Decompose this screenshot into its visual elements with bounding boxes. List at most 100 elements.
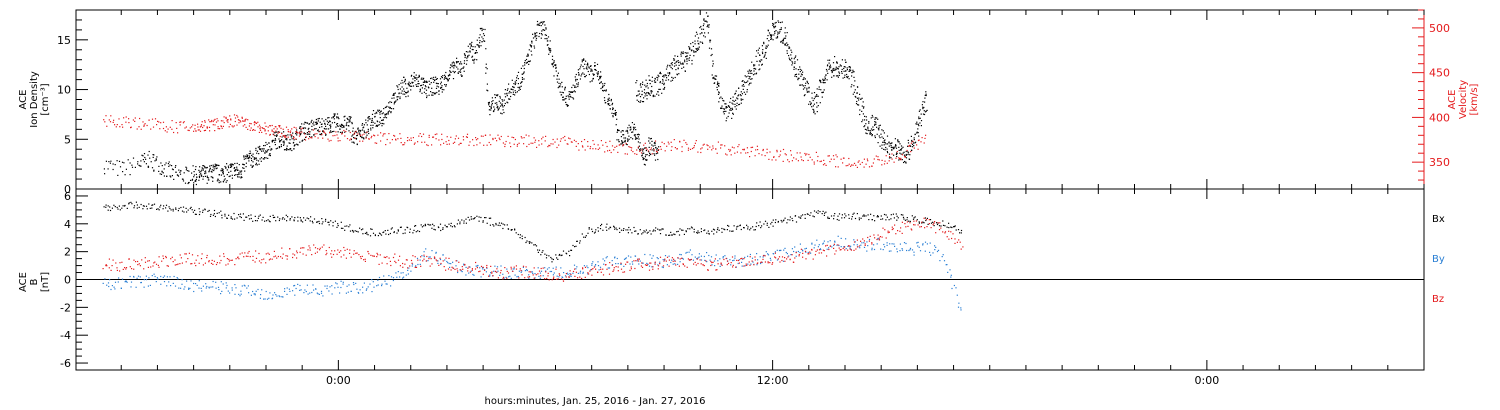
density-point	[856, 97, 859, 99]
density-point	[283, 149, 286, 151]
bz-point	[234, 264, 236, 266]
bx-point	[834, 213, 836, 215]
density-point	[235, 174, 237, 176]
velocity-point	[248, 125, 250, 127]
density-point	[463, 60, 466, 62]
bx-point	[521, 238, 523, 240]
density-point	[423, 81, 425, 83]
bz-point	[197, 255, 199, 257]
density-point	[428, 87, 430, 89]
density-point	[533, 47, 536, 49]
density-point	[348, 116, 350, 118]
bx-point	[830, 215, 833, 217]
density-point	[456, 57, 458, 59]
density-tick-label: 15	[57, 34, 71, 47]
density-point	[291, 138, 293, 140]
by-point	[805, 247, 807, 249]
density-point	[602, 86, 604, 88]
bx-point	[291, 216, 293, 218]
velocity-point	[209, 130, 211, 132]
density-point	[398, 92, 400, 94]
density-point	[641, 154, 643, 156]
bz-point	[155, 263, 158, 265]
bx-point	[877, 215, 879, 217]
velocity-point	[658, 149, 660, 151]
density-point	[636, 95, 638, 97]
bz-point	[271, 258, 273, 260]
density-point	[430, 91, 432, 93]
bx-point	[902, 216, 905, 218]
density-point	[652, 94, 655, 96]
density-point	[637, 141, 639, 143]
density-point	[806, 80, 808, 82]
density-point	[684, 61, 686, 63]
bz-point	[195, 259, 197, 261]
bz-point	[165, 255, 167, 258]
density-point	[429, 83, 431, 85]
velocity-point	[525, 134, 527, 136]
density-point	[409, 82, 411, 85]
velocity-point	[322, 130, 325, 132]
velocity-point	[629, 146, 631, 148]
velocity-point	[746, 147, 748, 149]
density-point	[453, 64, 456, 66]
velocity-point	[516, 143, 519, 146]
velocity-point	[350, 138, 352, 140]
by-point	[597, 261, 599, 263]
velocity-point	[651, 153, 653, 155]
density-point	[911, 140, 913, 143]
density-point	[886, 150, 888, 153]
density-point	[728, 112, 730, 114]
by-point	[425, 248, 427, 250]
velocity-point	[516, 145, 518, 147]
density-point	[218, 164, 220, 167]
by-point	[497, 270, 499, 272]
velocity-point	[217, 128, 219, 130]
density-point	[535, 39, 537, 41]
velocity-point	[498, 137, 500, 139]
density-point	[736, 102, 738, 104]
bx-point	[918, 221, 920, 223]
density-point	[313, 124, 315, 126]
by-point	[102, 282, 104, 284]
density-point	[807, 83, 809, 85]
velocity-point	[263, 128, 265, 130]
by-point	[905, 242, 907, 245]
density-point	[656, 149, 658, 151]
bx-point	[546, 254, 548, 256]
density-point	[464, 54, 466, 56]
velocity-point	[144, 123, 146, 125]
density-point	[580, 75, 582, 77]
density-point	[405, 92, 407, 94]
by-point	[117, 281, 119, 283]
density-point	[377, 110, 379, 112]
density-point	[574, 86, 576, 88]
density-point	[357, 127, 359, 129]
density-point	[372, 110, 375, 112]
velocity-point	[204, 120, 206, 122]
bx-point	[220, 210, 222, 212]
density-point	[436, 78, 438, 80]
density-point	[594, 65, 596, 67]
density-point	[332, 116, 334, 118]
density-point	[282, 141, 284, 143]
density-point	[581, 59, 584, 61]
density-point	[852, 69, 854, 71]
velocity-point	[518, 142, 520, 144]
bx-point	[876, 216, 878, 218]
density-point	[637, 147, 639, 149]
bx-point	[873, 215, 875, 217]
velocity-point	[119, 126, 121, 128]
density-point	[454, 71, 456, 73]
by-point	[205, 283, 207, 285]
density-point	[155, 159, 157, 161]
density-point	[743, 91, 745, 93]
velocity-point	[731, 146, 733, 148]
density-point	[657, 77, 659, 79]
density-point	[755, 72, 758, 74]
by-point	[594, 265, 596, 267]
density-point	[726, 117, 728, 119]
velocity-point	[242, 125, 244, 127]
bx-point	[187, 209, 189, 211]
bz-point	[337, 249, 339, 251]
